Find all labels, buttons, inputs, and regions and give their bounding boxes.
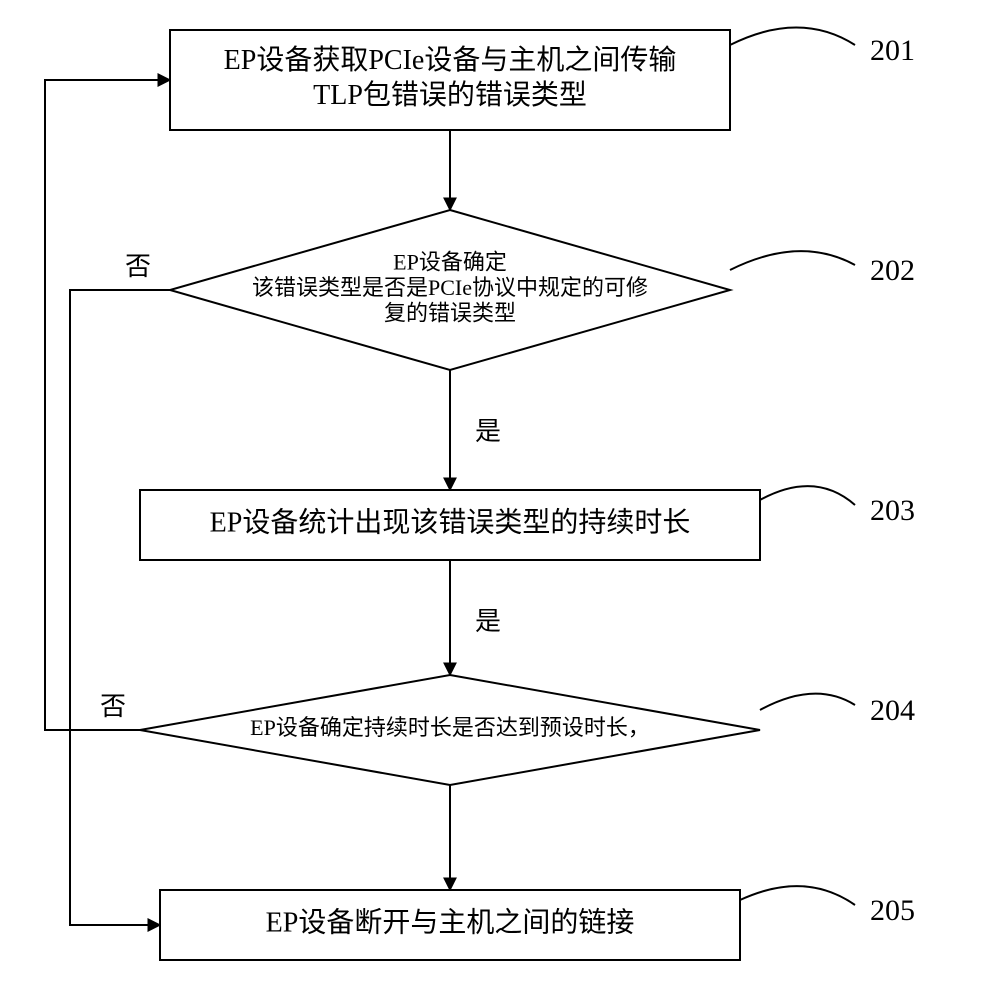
edge-label: 是 [475, 607, 501, 636]
flowchart: 是是否否EP设备获取PCIe设备与主机之间传输TLP包错误的错误类型201EP设… [0, 0, 998, 1000]
ref-label: 202 [870, 254, 915, 287]
ref-label: 205 [870, 894, 915, 927]
process-box-text: EP设备断开与主机之间的链接 [266, 906, 635, 938]
process-box-text: EP设备获取PCIe设备与主机之间传输 [224, 44, 677, 76]
ref-label: 204 [870, 694, 915, 727]
edge-label: 否 [125, 252, 151, 281]
ref-leader [730, 28, 855, 46]
edge-label: 否 [100, 692, 126, 721]
edge [45, 80, 170, 730]
edge [70, 290, 170, 925]
decision-diamond-text: EP设备确定 [393, 250, 507, 275]
decision-diamond-text: EP设备确定持续时长是否达到预设时长， [250, 715, 650, 740]
ref-leader [760, 486, 855, 505]
ref-leader [760, 694, 855, 710]
edge-label: 是 [475, 417, 501, 446]
decision-diamond-text: 复的错误类型 [384, 300, 516, 325]
process-box-text: EP设备统计出现该错误类型的持续时长 [210, 506, 691, 538]
ref-label: 201 [870, 34, 915, 67]
process-box-text: TLP包错误的错误类型 [313, 79, 587, 111]
decision-diamond-text: 该错误类型是否是PCIe协议中规定的可修 [252, 275, 648, 300]
ref-leader [730, 251, 855, 270]
ref-leader [740, 886, 855, 905]
ref-label: 203 [870, 494, 915, 527]
